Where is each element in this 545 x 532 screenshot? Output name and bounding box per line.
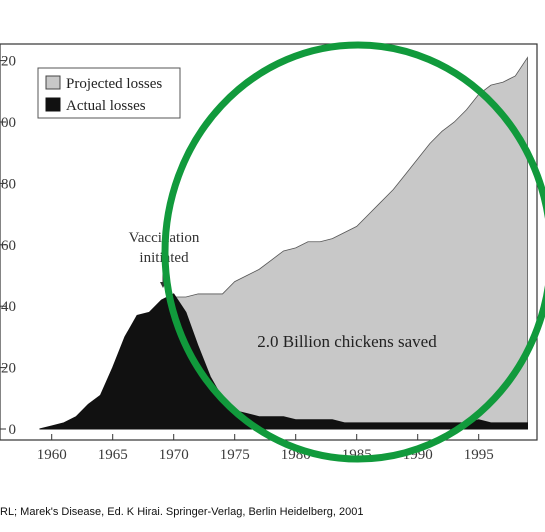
legend-label-actual: Actual losses [66, 98, 146, 114]
x-tick-label: 1970 [159, 447, 189, 463]
y-tick-label: 60 [1, 238, 16, 254]
x-tick-label: 1975 [220, 447, 250, 463]
x-tick-label: 1995 [464, 447, 494, 463]
x-tick-label: 1960 [37, 447, 67, 463]
legend-label-projected: Projected losses [66, 76, 162, 92]
projected-losses-area [173, 56, 528, 430]
legend: Projected losses Actual losses [37, 67, 181, 119]
y-tick-label: 20 [1, 361, 16, 377]
x-tick-label: 1965 [98, 447, 128, 463]
plot-frame [0, 43, 538, 441]
y-tick-label: 0 [9, 422, 17, 438]
area-layer [39, 56, 528, 430]
legend-swatch-actual [45, 97, 61, 112]
highlight-circle [161, 41, 545, 463]
source-caption: RL; Marek's Disease, Ed. K Hirai. Spring… [0, 506, 364, 518]
y-tick-label: 80 [1, 176, 16, 192]
y-tick-label: 40 [1, 299, 16, 315]
y-tick-label: 20 [1, 54, 16, 70]
chickens-saved-label: 2.0 Billion chickens saved [257, 332, 437, 351]
legend-swatch-projected [45, 75, 61, 90]
y-tick-label: 00 [1, 115, 16, 131]
legend-box [37, 67, 181, 119]
